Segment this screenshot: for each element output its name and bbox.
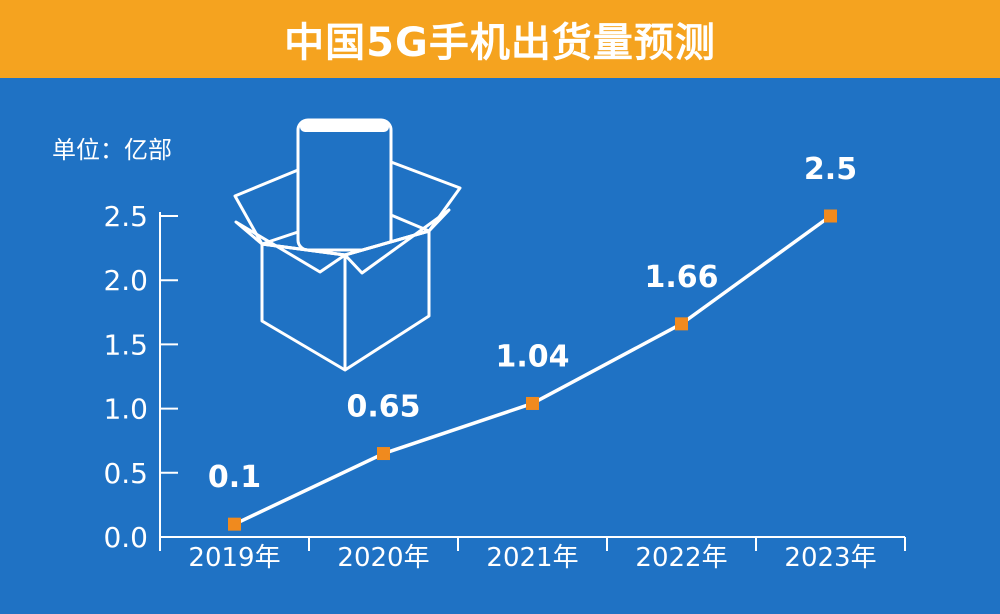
x-tick-label: 2021年 <box>486 543 578 573</box>
x-tick-label: 2022年 <box>635 543 727 573</box>
y-tick-label: 0.5 <box>103 457 148 490</box>
data-label: 1.04 <box>495 339 569 374</box>
unit-label: 单位：亿部 <box>52 136 172 164</box>
x-tick-label: 2020年 <box>337 543 429 573</box>
data-point-marker <box>377 447 390 461</box>
y-axis: 0.0 0.5 1.0 1.5 2.0 2.5 <box>103 200 178 554</box>
y-tick-label: 0.0 <box>103 521 148 554</box>
y-tick-label: 2.0 <box>103 264 148 297</box>
series-line-group: 0.1 0.65 1.04 1.66 2.5 <box>208 152 857 531</box>
data-point-marker <box>526 396 539 410</box>
y-tick-label: 1.5 <box>103 328 148 361</box>
title-bar: 中国5G手机出货量预测 <box>0 0 1000 78</box>
data-label: 0.65 <box>346 390 420 425</box>
x-tick-label: 2019年 <box>188 543 280 573</box>
x-axis: 2019年 2020年 2021年 2022年 2023年 <box>159 536 906 573</box>
y-tick-label: 1.0 <box>103 393 148 426</box>
data-point-marker <box>824 209 837 223</box>
data-point-marker <box>675 317 688 331</box>
x-tick-label: 2023年 <box>784 543 876 573</box>
data-point-marker <box>228 517 241 531</box>
y-tick-label: 2.5 <box>103 200 148 233</box>
data-label: 2.5 <box>804 152 857 187</box>
phone-in-box-icon <box>233 118 462 372</box>
data-label: 0.1 <box>208 460 261 495</box>
data-label: 1.66 <box>644 260 718 295</box>
chart-title: 中国5G手机出货量预测 <box>284 20 716 66</box>
